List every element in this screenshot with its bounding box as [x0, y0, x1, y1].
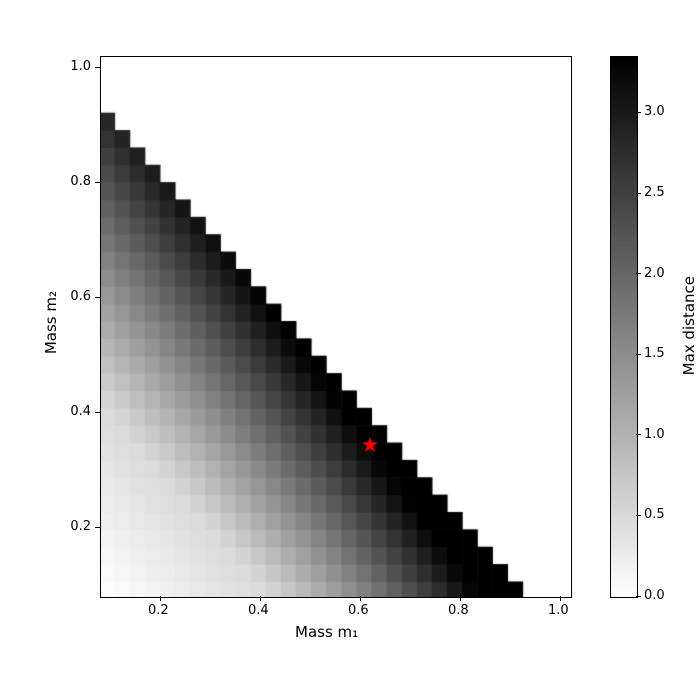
colorbar-tick — [636, 515, 641, 516]
colorbar-tick-label: 2.0 — [644, 266, 665, 281]
colorbar-tick-label: 0.0 — [644, 588, 665, 603]
x-tick-label: 0.8 — [448, 603, 469, 618]
x-axis-label: Mass m₁ — [295, 623, 358, 641]
x-tick — [560, 596, 561, 601]
y-tick-label: 0.2 — [70, 519, 91, 534]
y-tick-label: 0.6 — [70, 289, 91, 304]
colorbar — [610, 56, 638, 598]
y-tick — [95, 297, 100, 298]
colorbar-label: Max distance — [680, 276, 698, 375]
colorbar-tick — [636, 354, 641, 355]
colorbar-tick-label: 1.5 — [644, 346, 665, 361]
heatmap-cells — [101, 57, 571, 597]
colorbar-tick — [636, 193, 641, 194]
y-tick-label: 0.8 — [70, 174, 91, 189]
colorbar-tick-label: 3.0 — [644, 104, 665, 119]
x-tick — [260, 596, 261, 601]
x-tick-label: 0.6 — [348, 603, 369, 618]
colorbar-tick — [636, 596, 641, 597]
y-tick — [95, 412, 100, 413]
colorbar-tick — [636, 112, 641, 113]
colorbar-tick — [636, 434, 641, 435]
colorbar-tick-label: 0.5 — [644, 507, 665, 522]
colorbar-tick — [636, 273, 641, 274]
colorbar-tick-label: 2.5 — [644, 185, 665, 200]
colorbar-tick-label: 1.0 — [644, 427, 665, 442]
colorbar-gradient — [611, 57, 637, 597]
x-tick-label: 0.2 — [148, 603, 169, 618]
star-marker — [360, 435, 380, 459]
y-tick-label: 0.4 — [70, 404, 91, 419]
y-tick — [95, 67, 100, 68]
x-tick-label: 1.0 — [548, 603, 569, 618]
x-tick — [460, 596, 461, 601]
x-tick-label: 0.4 — [248, 603, 269, 618]
y-tick-label: 1.0 — [70, 59, 91, 74]
heatmap-plot — [100, 56, 572, 598]
x-tick — [160, 596, 161, 601]
y-tick — [95, 527, 100, 528]
x-tick — [360, 596, 361, 601]
y-tick — [95, 182, 100, 183]
y-axis-label: Mass m₂ — [42, 291, 60, 354]
